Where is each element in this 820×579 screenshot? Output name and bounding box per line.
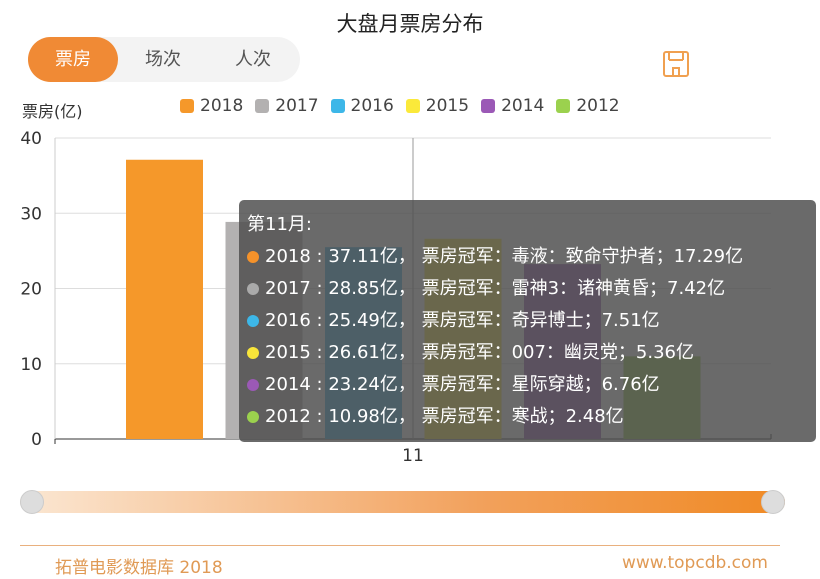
legend: 2018 2017 2016 2015 2014 2012 [180,96,632,116]
tooltip-row-text: 2012 : 10.98亿， 票房冠军：寒战；2.48亿 [265,406,624,427]
tooltip-row-text: 2014 : 23.24亿， 票房冠军：星际穿越；6.76亿 [265,374,660,395]
legend-item[interactable]: 2018 [180,96,243,116]
tooltip-row-text: 2016 : 25.49亿， 票房冠军：奇异博士；7.51亿 [265,310,660,331]
tooltip-header: 第11月: [247,214,312,235]
data-zoom-slider[interactable] [20,490,785,514]
tooltip-row-text: 2015 : 26.61亿， 票房冠军：007：幽灵党；5.36亿 [265,342,695,363]
y-axis-label: 票房(亿) [22,102,83,121]
legend-item[interactable]: 2015 [405,96,470,116]
footer-divider [20,545,780,546]
legend-swatch [330,99,345,113]
metric-tabs: 票房 场次 人次 [28,37,300,82]
y-tick-label: 20 [20,280,42,300]
legend-label: 2014 [501,96,545,116]
tab-admissions[interactable]: 人次 [235,49,271,70]
legend-swatch [255,99,270,113]
tooltip-row: 2015 : 26.61亿， 票房冠军：007：幽灵党；5.36亿 [247,337,808,369]
tab-box-office[interactable]: 票房 [28,37,118,82]
legend-item[interactable]: 2016 [330,96,394,116]
legend-label: 2012 [576,96,620,116]
legend-item[interactable]: 2014 [481,96,544,116]
tooltip-row-text: 2017 : 28.85亿， 票房冠军：雷神3：诸神黄昏；7.42亿 [265,278,726,299]
tooltip-row: 2012 : 10.98亿， 票房冠军：寒战；2.48亿 [247,401,808,433]
y-tick-label: 40 [20,129,42,149]
y-tick-label: 0 [31,430,42,450]
y-tick-label: 10 [20,355,42,375]
footer-source: 拓普电影数据库 2018 [55,558,223,578]
tooltip-row: 2018 : 37.11亿， 票房冠军：毒液：致命守护者；17.29亿 [247,241,808,273]
tooltip-row: 2017 : 28.85亿， 票房冠军：雷神3：诸神黄昏；7.42亿 [247,273,808,305]
tooltip-row: 2014 : 23.24亿， 票房冠军：星际穿越；6.76亿 [247,369,808,401]
slider-handle-right[interactable] [761,490,785,514]
legend-item[interactable]: 2012 [556,96,620,116]
tab-screenings[interactable]: 场次 [145,49,181,70]
legend-swatch [180,99,194,113]
chart-title: 大盘月票房分布 [336,12,484,36]
legend-swatch [481,99,496,113]
series-dot [247,283,259,295]
legend-label: 2017 [275,96,319,116]
footer-url[interactable]: www.topcdb.com [621,553,768,573]
series-dot [247,347,259,359]
save-icon[interactable] [662,50,690,78]
legend-label: 2016 [350,96,394,116]
series-dot [247,379,259,391]
legend-label: 2015 [425,96,470,116]
tooltip-row: 2016 : 25.49亿， 票房冠军：奇异博士；7.51亿 [247,305,808,337]
tooltip: 第11月: 2018 : 37.11亿， 票房冠军：毒液：致命守护者；17.29… [239,200,816,442]
series-dot [247,411,259,423]
tooltip-row-text: 2018 : 37.11亿， 票房冠军：毒液：致命守护者；17.29亿 [265,246,744,267]
legend-swatch [405,99,420,113]
legend-item[interactable]: 2017 [255,96,319,116]
x-tick-label: 11 [402,446,424,466]
series-dot [247,251,259,263]
legend-swatch [556,99,571,113]
legend-label: 2018 [200,96,244,116]
slider-handle-left[interactable] [20,490,44,514]
series-dot [247,315,259,327]
y-tick-label: 30 [20,204,42,224]
bar-2018[interactable] [126,159,203,439]
